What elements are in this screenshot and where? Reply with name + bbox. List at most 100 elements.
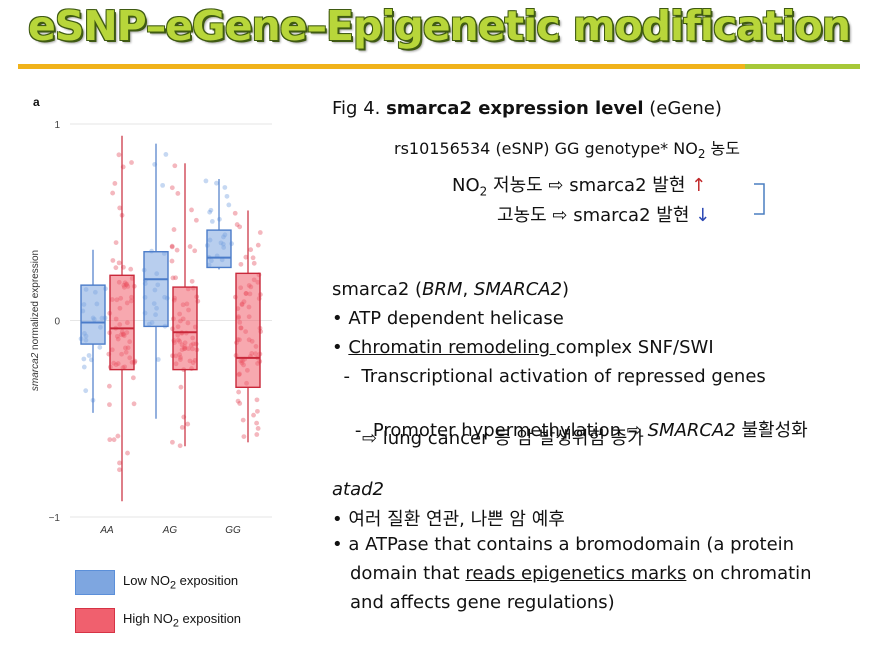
gene2-bullet-disease: • 여러 질환 연관, 나쁜 암 예후 <box>332 509 565 530</box>
data-point <box>173 275 178 281</box>
data-point <box>179 424 185 430</box>
data-point <box>250 255 256 261</box>
data-point <box>86 353 92 358</box>
data-point <box>251 260 257 266</box>
y-axis-label: smarca2 normalized expression <box>30 250 41 391</box>
data-point <box>128 266 134 272</box>
data-point <box>163 152 169 157</box>
data-point <box>235 398 241 404</box>
data-point <box>107 437 113 443</box>
x-tick-label: GG <box>225 525 241 536</box>
data-point <box>110 258 116 263</box>
high-concentration-line: 고농도 ⇨ smarca2 발현 ↓ <box>497 205 711 226</box>
bracket-icon <box>754 183 765 215</box>
gene2-bullet-atpase-cont1: domain that reads epigenetics marks on c… <box>350 563 812 584</box>
data-point <box>192 248 198 254</box>
data-point <box>170 439 175 445</box>
box <box>172 286 198 371</box>
data-point <box>171 227 177 232</box>
gene1-bullet-chromatin: • Chromatin remodeling complex SNF/SWI <box>332 337 714 358</box>
legend-label-high: High NO2 exposition <box>123 611 242 630</box>
legend-label-low: Low NO2 exposition <box>123 573 239 592</box>
data-point <box>241 434 247 439</box>
data-point <box>255 426 261 431</box>
x-tick-label: AG <box>162 525 178 536</box>
gene2-heading: atad2 <box>332 479 384 500</box>
y-tick-label: −1 <box>49 513 61 524</box>
title-underline <box>18 64 860 69</box>
data-point <box>117 205 123 211</box>
data-point <box>254 397 260 403</box>
data-point <box>125 450 130 456</box>
data-point <box>254 420 260 426</box>
gene1-bullet-helicase: • ATP dependent helicase <box>332 308 564 329</box>
data-point <box>236 389 242 395</box>
data-point <box>255 408 260 414</box>
data-point <box>175 191 181 196</box>
data-point <box>207 209 213 215</box>
legend-item-low: Low NO2 exposition <box>75 570 238 595</box>
data-point <box>131 401 137 407</box>
data-point <box>208 207 214 213</box>
data-point <box>240 417 246 423</box>
data-point <box>160 182 166 188</box>
panel-letter: a <box>33 95 40 109</box>
data-point <box>83 388 89 394</box>
data-point <box>185 421 191 427</box>
data-point <box>177 443 183 449</box>
data-point <box>116 260 122 266</box>
legend-swatch-high <box>75 608 115 633</box>
x-tick-label: AA <box>99 525 114 536</box>
data-point <box>113 240 119 245</box>
y-tick-label: 1 <box>54 120 60 131</box>
data-point <box>169 243 175 249</box>
data-point <box>209 218 215 224</box>
data-point <box>189 278 195 284</box>
data-point <box>116 152 122 158</box>
slide-title: eSNP–eGene–Epigenetic modification <box>28 2 851 50</box>
gene2-bullet-atpase: • a ATPase that contains a bromodomain (… <box>332 534 795 555</box>
title-underline-accent <box>745 64 860 69</box>
legend-swatch-low <box>75 570 115 595</box>
data-point <box>111 437 117 443</box>
data-point <box>130 375 136 381</box>
data-point <box>169 185 175 191</box>
data-point <box>169 244 175 250</box>
low-concentration-line: NO2 저농도 ⇨ smarca2 발현 ↑ <box>452 175 707 199</box>
data-point <box>155 357 161 362</box>
data-point <box>117 460 122 466</box>
data-point <box>187 244 193 249</box>
data-point <box>232 210 238 216</box>
data-point <box>110 190 116 196</box>
data-point <box>129 160 134 165</box>
gene1-heading: smarca2 (BRM, SMARCA2) <box>332 279 570 300</box>
data-point <box>97 344 103 350</box>
data-point <box>81 364 87 370</box>
data-point <box>169 258 175 264</box>
gene1-sub-cancer: ⇨ lung cancer 등 암 발생위험 증가 <box>362 428 644 449</box>
up-arrow-icon: ↑ <box>691 175 707 196</box>
data-point <box>251 412 256 418</box>
data-point <box>81 356 87 362</box>
data-point <box>203 178 209 184</box>
data-point <box>237 224 243 230</box>
data-point <box>254 432 260 437</box>
data-point <box>107 402 112 408</box>
data-point <box>193 217 199 223</box>
data-point <box>170 275 176 281</box>
legend-item-high: High NO2 exposition <box>75 608 241 633</box>
gene2-bullet-atpase-cont2: and affects gene regulations) <box>350 592 615 613</box>
figure-caption: Fig 4. smarca2 expression level (eGene) <box>332 98 722 119</box>
data-point <box>238 261 244 267</box>
data-point <box>172 163 178 169</box>
y-tick-label: 0 <box>54 317 60 328</box>
data-point <box>255 242 261 248</box>
data-point <box>226 202 232 208</box>
data-point <box>189 207 194 213</box>
box <box>206 229 232 269</box>
data-point <box>243 254 249 260</box>
data-point <box>237 401 243 406</box>
boxplot-chart: 1 0 −1 smarca2 normalized expression AA AG GG <box>30 120 272 536</box>
down-arrow-icon: ↓ <box>695 205 711 226</box>
data-point <box>113 265 119 271</box>
